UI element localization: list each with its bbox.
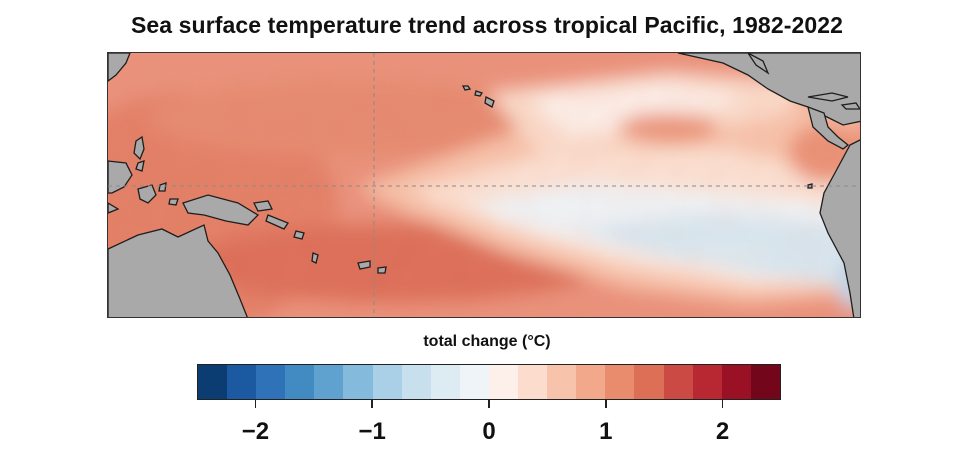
field-texture — [108, 53, 860, 317]
chart-title: Sea surface temperature trend across tro… — [130, 12, 844, 38]
colorbar-label: total change (°C) — [423, 333, 551, 350]
moluccas — [158, 182, 167, 192]
colorbar-tick-label: −2 — [241, 418, 270, 445]
colorbar-tick-label: 0 — [482, 418, 496, 445]
map-canvas — [108, 53, 860, 317]
borneo — [108, 160, 133, 194]
colorbar-bin — [256, 365, 286, 399]
solomon-islands-2 — [293, 230, 305, 240]
asia-coast — [108, 53, 131, 82]
colorbar-bin — [692, 365, 722, 399]
colorbar-tick-label: 1 — [599, 418, 613, 445]
colorbar-bin — [314, 365, 344, 399]
colorbar-bin — [576, 365, 606, 399]
colorbar-bin — [198, 365, 228, 399]
colorbar-bin — [459, 365, 489, 399]
sumatra-edge — [108, 202, 120, 214]
fiji-2 — [377, 266, 387, 274]
hawaii-kauai — [461, 85, 472, 91]
colorbar-bin — [401, 365, 431, 399]
colorbar-bin — [430, 365, 460, 399]
cuba — [807, 92, 849, 102]
colorbar-tick-mark — [605, 400, 607, 408]
colorbar-bin — [518, 365, 548, 399]
colorbar-tick-mark — [254, 400, 257, 408]
hispaniola — [840, 102, 860, 110]
australia — [108, 224, 248, 317]
colorbar-tick-label: 2 — [715, 418, 730, 445]
colorbar-tick-mark — [721, 400, 724, 408]
philippines-south — [135, 160, 145, 172]
baja-california — [747, 53, 770, 75]
vanuatu — [311, 252, 319, 264]
hawaii-oahu — [474, 90, 484, 97]
central-america — [807, 105, 850, 150]
colorbar — [197, 364, 781, 400]
colorbar-bin — [488, 365, 519, 399]
colorbar-bin — [750, 365, 780, 399]
colorbar-bin — [721, 365, 751, 399]
colorbar-ticks: −2 −1 0 1 2 — [197, 400, 781, 450]
new-guinea — [182, 194, 260, 226]
colorbar-bin — [343, 365, 373, 399]
colorbar-bin — [663, 365, 693, 399]
colorbar-tick-mark — [488, 400, 490, 408]
colorbar-bin — [285, 365, 315, 399]
colorbar-bin — [372, 365, 402, 399]
colorbar-bin — [605, 365, 635, 399]
colorbar-bin — [547, 365, 577, 399]
galapagos — [807, 183, 813, 189]
hawaii-big-island — [484, 96, 495, 108]
fiji — [357, 260, 371, 270]
land-masses — [108, 53, 860, 317]
philippines — [133, 135, 145, 161]
sst-trend-map — [107, 52, 861, 318]
moluccas-2 — [168, 198, 179, 206]
colorbar-bin — [634, 365, 664, 399]
colorbar-tick-label: −1 — [358, 418, 386, 445]
colorbar-bin — [227, 365, 257, 399]
new-britain — [253, 200, 273, 212]
colorbar-tick-mark — [371, 400, 373, 408]
solomon-islands — [265, 214, 289, 230]
